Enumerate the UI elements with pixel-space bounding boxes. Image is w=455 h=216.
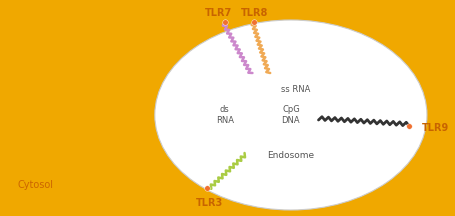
Text: TLR3: TLR3: [196, 198, 222, 208]
Text: TLR7: TLR7: [205, 8, 233, 18]
Text: CpG
DNA: CpG DNA: [282, 105, 300, 125]
Text: TLR8: TLR8: [241, 8, 268, 18]
Ellipse shape: [155, 20, 427, 210]
Text: TLR9: TLR9: [422, 123, 449, 133]
Text: Endosome: Endosome: [268, 151, 314, 159]
Text: ss RNA: ss RNA: [281, 86, 310, 95]
Text: ds
RNA: ds RNA: [216, 105, 234, 125]
Text: Cytosol: Cytosol: [18, 180, 54, 190]
